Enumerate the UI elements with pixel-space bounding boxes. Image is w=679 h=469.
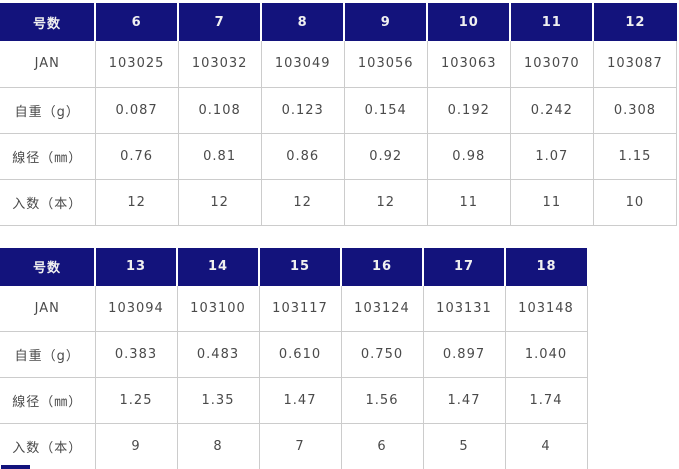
size-col-header: 14 (176, 247, 260, 286)
table-header-row: 号数 6 7 8 9 10 11 12 (0, 3, 677, 41)
spec-value-cell: 0.483 (176, 331, 260, 378)
table-row-jan: JAN 103025 103032 103049 103056 103063 1… (0, 41, 678, 88)
spec-value-cell: 103100 (176, 285, 260, 332)
spec-value-cell: 9 (94, 423, 178, 469)
size-col-header: 8 (260, 3, 346, 41)
spec-value-cell: 6 (340, 423, 424, 469)
spec-value-cell: 12 (260, 178, 345, 226)
spec-row-label: 線径（㎜） (0, 132, 96, 180)
spec-row-label: 入数（本） (0, 423, 96, 469)
spec-value-cell: 1.47 (258, 377, 342, 424)
spec-value-cell: 0.242 (509, 86, 594, 134)
size-col-header: 18 (504, 247, 587, 286)
spec-table-sizes-6-12: 号数 6 7 8 9 10 11 12 JAN 103025 103032 10… (0, 3, 678, 226)
spec-value-cell: 0.750 (340, 331, 424, 378)
spec-value-cell: 103131 (422, 285, 506, 332)
spec-table-sizes-13-18: 号数 13 14 15 16 17 18 JAN 103094 103100 1… (0, 247, 588, 469)
spec-value-cell: 103124 (340, 285, 424, 332)
size-col-header: 7 (177, 3, 263, 41)
spec-value-cell: 11 (509, 178, 594, 226)
spec-value-cell: 103070 (509, 41, 594, 88)
spec-value-cell: 0.897 (422, 331, 506, 378)
spec-value-cell: 0.192 (426, 86, 511, 134)
spec-value-cell: 103094 (94, 285, 178, 332)
size-col-header: 9 (343, 3, 429, 41)
spec-value-cell: 1.74 (504, 377, 588, 424)
spec-value-cell: 10 (592, 178, 678, 226)
spec-value-cell: 5 (422, 423, 506, 469)
spec-row-label: 自重（g） (0, 331, 96, 378)
spec-row-label: 入数（本） (0, 178, 96, 226)
spec-value-cell: 12 (343, 178, 428, 226)
spec-value-cell: 0.610 (258, 331, 342, 378)
size-header-label: 号数 (0, 247, 96, 286)
spec-value-cell: 0.76 (94, 132, 179, 180)
spec-value-cell: 1.56 (340, 377, 424, 424)
spec-value-cell: 103049 (260, 41, 345, 88)
spec-value-cell: 0.81 (177, 132, 262, 180)
spec-value-cell: 4 (504, 423, 588, 469)
size-col-header: 16 (340, 247, 424, 286)
spec-value-cell: 1.47 (422, 377, 506, 424)
spec-value-cell: 103025 (94, 41, 179, 88)
spec-row-label: 自重（g） (0, 86, 96, 134)
spec-value-cell: 1.35 (176, 377, 260, 424)
table-row-quantity: 入数（本） 9 8 7 6 5 4 (0, 423, 588, 469)
spec-row-label: JAN (0, 285, 96, 332)
spec-value-cell: 8 (176, 423, 260, 469)
spec-value-cell: 0.308 (592, 86, 678, 134)
cropped-third-table-header (1, 465, 30, 469)
spec-value-cell: 0.154 (343, 86, 428, 134)
size-col-header: 11 (509, 3, 595, 41)
spec-value-cell: 7 (258, 423, 342, 469)
spec-value-cell: 1.25 (94, 377, 178, 424)
spec-value-cell: 103032 (177, 41, 262, 88)
table-row-diameter: 線径（㎜） 0.76 0.81 0.86 0.92 0.98 1.07 1.15 (0, 132, 678, 180)
size-col-header: 12 (592, 3, 677, 41)
size-col-header: 15 (258, 247, 342, 286)
spec-value-cell: 103148 (504, 285, 588, 332)
spec-value-cell: 0.108 (177, 86, 262, 134)
size-header-label: 号数 (0, 3, 97, 41)
spec-value-cell: 0.123 (260, 86, 345, 134)
spec-value-cell: 0.92 (343, 132, 428, 180)
table-row-jan: JAN 103094 103100 103117 103124 103131 1… (0, 285, 588, 332)
table-header-row: 号数 13 14 15 16 17 18 (0, 247, 587, 286)
spec-value-cell: 1.07 (509, 132, 594, 180)
size-col-header: 13 (94, 247, 178, 286)
spec-value-cell: 103056 (343, 41, 428, 88)
spec-value-cell: 103117 (258, 285, 342, 332)
table-row-weight: 自重（g） 0.383 0.483 0.610 0.750 0.897 1.04… (0, 331, 588, 378)
table-row-diameter: 線径（㎜） 1.25 1.35 1.47 1.56 1.47 1.74 (0, 377, 588, 424)
spec-value-cell: 12 (94, 178, 179, 226)
spec-value-cell: 0.383 (94, 331, 178, 378)
spec-value-cell: 1.15 (592, 132, 678, 180)
spec-value-cell: 12 (177, 178, 262, 226)
spec-value-cell: 103063 (426, 41, 511, 88)
spec-value-cell: 103087 (592, 41, 678, 88)
spec-row-label: JAN (0, 41, 96, 88)
spec-value-cell: 11 (426, 178, 511, 226)
spec-value-cell: 1.040 (504, 331, 588, 378)
spec-value-cell: 0.86 (260, 132, 345, 180)
spec-row-label: 線径（㎜） (0, 377, 96, 424)
table-row-weight: 自重（g） 0.087 0.108 0.123 0.154 0.192 0.24… (0, 86, 678, 134)
size-col-header: 6 (94, 3, 180, 41)
spec-value-cell: 0.98 (426, 132, 511, 180)
table-row-quantity: 入数（本） 12 12 12 12 11 11 10 (0, 178, 678, 226)
spec-value-cell: 0.087 (94, 86, 179, 134)
size-col-header: 10 (426, 3, 512, 41)
size-col-header: 17 (422, 247, 506, 286)
